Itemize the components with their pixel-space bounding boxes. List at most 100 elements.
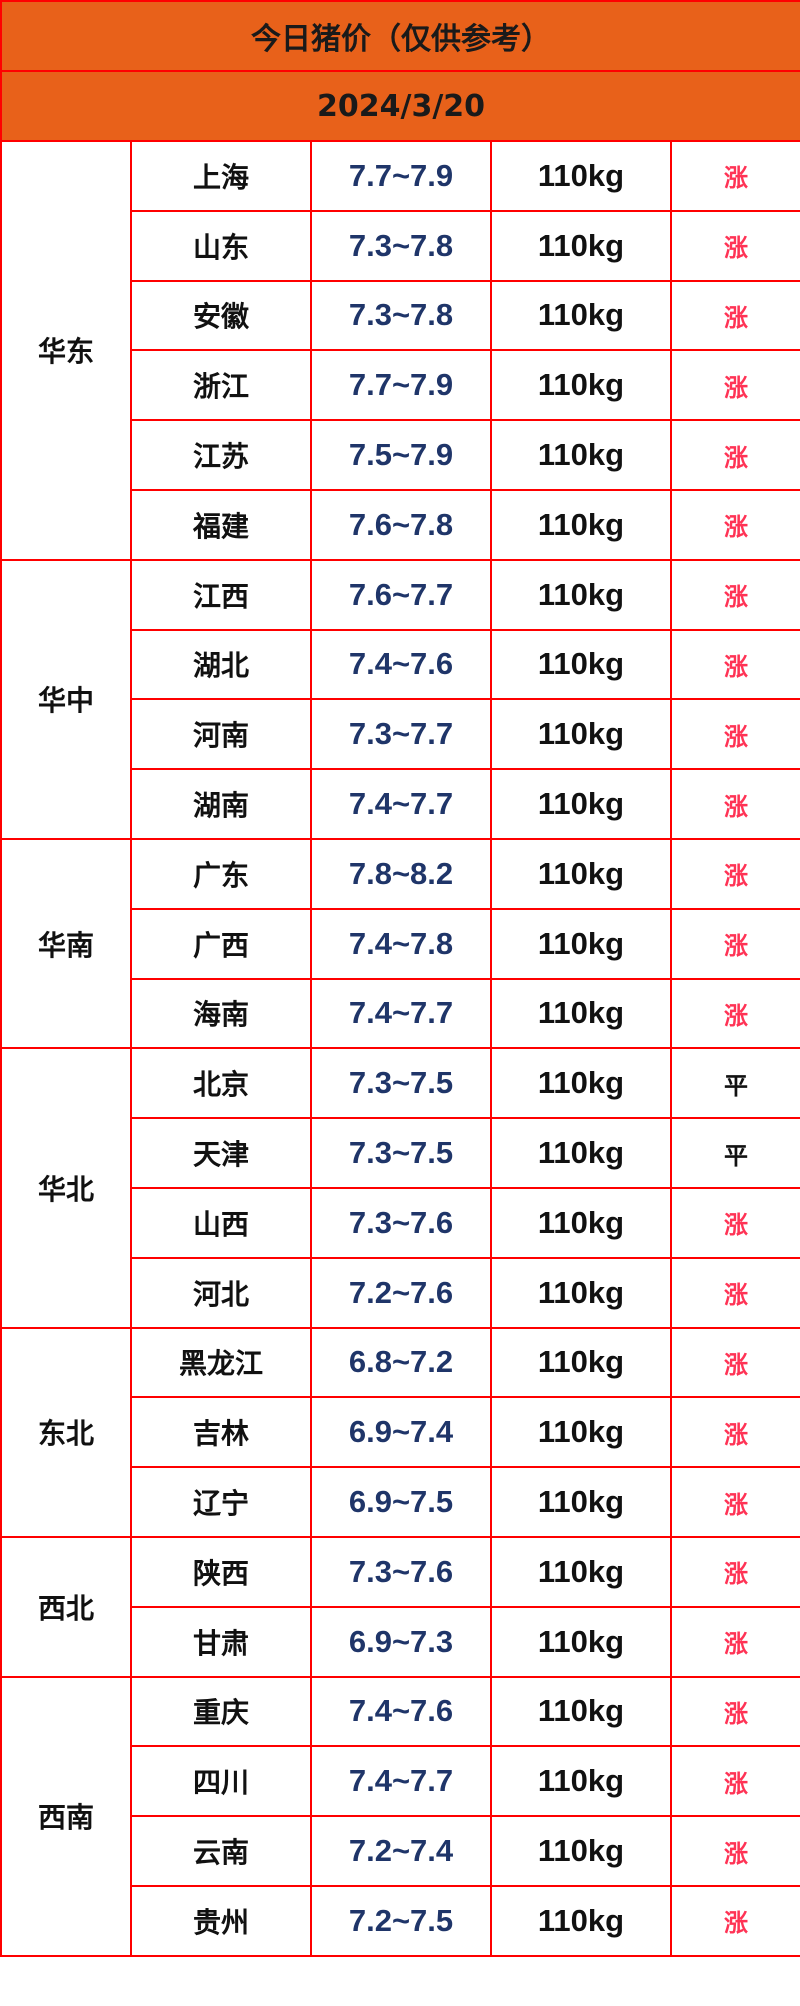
province-cell: 浙江 [130, 349, 312, 422]
weight-cell: 110kg [490, 1605, 672, 1678]
price-cell: 7.3~7.5 [310, 1117, 492, 1189]
region-cell: 华中 [0, 558, 132, 840]
table-row: 西北 陕西 7.3~7.6 110kg 涨 [0, 1535, 800, 1678]
table-row: 河南 7.3~7.7 110kg 涨 [1, 698, 800, 771]
trend-cell: 涨 [669, 628, 800, 701]
page-title: 今日猪价（仅供参考） [0, 0, 800, 72]
trend-cell: 涨 [669, 1815, 800, 1887]
province-cell: 北京 [130, 1047, 312, 1120]
province-cell: 四川 [130, 1745, 312, 1818]
price-cell: 7.4~7.8 [310, 907, 492, 980]
province-cell: 天津 [130, 1117, 312, 1189]
weight-cell: 110kg [490, 1815, 672, 1887]
weight-cell: 110kg [490, 768, 672, 840]
table-row: 山西 7.3~7.6 110kg 涨 [1, 1186, 800, 1259]
weight-cell: 110kg [490, 628, 672, 701]
table-row: 安徽 7.3~7.8 110kg 涨 [1, 279, 800, 352]
table-row: 贵州 7.2~7.5 110kg 涨 [1, 1884, 800, 1957]
table-row: 华南 广东 7.8~8.2 110kg 涨 [0, 837, 800, 1050]
province-cell: 山西 [130, 1186, 312, 1259]
trend-cell: 涨 [669, 1186, 800, 1259]
weight-cell: 110kg [490, 419, 672, 491]
price-cell: 7.3~7.7 [310, 698, 492, 771]
price-cell: 7.8~8.2 [310, 837, 492, 910]
trend-cell: 涨 [669, 1605, 800, 1678]
table-row: 江苏 7.5~7.9 110kg 涨 [1, 419, 800, 491]
price-cell: 7.4~7.7 [310, 977, 492, 1050]
province-cell: 河南 [130, 698, 312, 771]
province-cell: 湖北 [130, 628, 312, 701]
weight-cell: 110kg [490, 349, 672, 422]
province-cell: 贵州 [130, 1884, 312, 1957]
region-cell: 华北 [0, 1047, 132, 1329]
trend-cell: 涨 [669, 419, 800, 491]
table-row: 云南 7.2~7.4 110kg 涨 [1, 1815, 800, 1887]
price-cell: 6.9~7.3 [310, 1605, 492, 1678]
table-row: 浙江 7.7~7.9 110kg 涨 [1, 349, 800, 422]
price-cell: 7.6~7.8 [310, 488, 492, 561]
trend-cell: 涨 [669, 1675, 800, 1748]
table-row: 四川 7.4~7.7 110kg 涨 [1, 1745, 800, 1818]
province-cell: 上海 [130, 140, 312, 212]
region-cell: 华东 [0, 140, 132, 561]
weight-cell: 110kg [490, 1117, 672, 1189]
trend-cell: 涨 [669, 1745, 800, 1818]
title-row: 今日猪价（仅供参考） [0, 0, 800, 72]
table-row: 河北 7.2~7.6 110kg 涨 [1, 1256, 800, 1329]
region-cell: 华南 [0, 837, 132, 1050]
weight-cell: 110kg [490, 907, 672, 980]
table-row: 吉林 6.9~7.4 110kg 涨 [1, 1396, 800, 1469]
region-cell: 西北 [0, 1535, 132, 1678]
trend-cell: 涨 [669, 209, 800, 282]
table-row: 华东 上海 7.7~7.9 110kg 涨 [0, 140, 800, 561]
trend-cell: 涨 [669, 488, 800, 561]
trend-cell: 涨 [669, 558, 800, 631]
price-cell: 7.2~7.6 [310, 1256, 492, 1329]
table-row: 山东 7.3~7.8 110kg 涨 [1, 209, 800, 282]
province-cell: 广西 [130, 907, 312, 980]
weight-cell: 110kg [490, 1396, 672, 1469]
table-row: 湖北 7.4~7.6 110kg 涨 [1, 628, 800, 701]
province-cell: 甘肃 [130, 1605, 312, 1678]
price-cell: 7.3~7.6 [310, 1535, 492, 1608]
table-row: 湖南 7.4~7.7 110kg 涨 [1, 768, 800, 840]
weight-cell: 110kg [490, 1326, 672, 1399]
province-cell: 湖南 [130, 768, 312, 840]
trend-cell: 涨 [669, 907, 800, 980]
province-cell: 海南 [130, 977, 312, 1050]
trend-cell: 涨 [669, 768, 800, 840]
trend-cell: 涨 [669, 1535, 800, 1608]
weight-cell: 110kg [490, 1884, 672, 1957]
table-row: 海南 7.4~7.7 110kg 涨 [1, 977, 800, 1050]
price-cell: 7.7~7.9 [310, 349, 492, 422]
weight-cell: 110kg [490, 1745, 672, 1818]
province-cell: 河北 [130, 1256, 312, 1329]
weight-cell: 110kg [490, 209, 672, 282]
weight-cell: 110kg [490, 698, 672, 771]
weight-cell: 110kg [490, 1047, 672, 1120]
trend-cell: 涨 [669, 1326, 800, 1399]
table-row: 东北 黑龙江 6.8~7.2 110kg 涨 [0, 1326, 800, 1538]
trend-cell: 平 [669, 1117, 800, 1189]
trend-cell: 涨 [669, 698, 800, 771]
table-row: 天津 7.3~7.5 110kg 平 [1, 1117, 800, 1189]
province-cell: 吉林 [130, 1396, 312, 1469]
trend-cell: 涨 [669, 1466, 800, 1538]
weight-cell: 110kg [490, 977, 672, 1050]
trend-cell: 涨 [669, 837, 800, 910]
province-cell: 黑龙江 [130, 1326, 312, 1399]
trend-cell: 涨 [669, 140, 800, 212]
weight-cell: 110kg [490, 837, 672, 910]
trend-cell: 涨 [669, 977, 800, 1050]
table-row: 华北 北京 7.3~7.5 110kg 平 [0, 1047, 800, 1329]
province-cell: 江苏 [130, 419, 312, 491]
weight-cell: 110kg [490, 558, 672, 631]
weight-cell: 110kg [490, 279, 672, 352]
trend-cell: 涨 [669, 349, 800, 422]
province-cell: 福建 [130, 488, 312, 561]
price-cell: 7.5~7.9 [310, 419, 492, 491]
price-cell: 7.3~7.8 [310, 279, 492, 352]
weight-cell: 110kg [490, 1535, 672, 1608]
province-cell: 云南 [130, 1815, 312, 1887]
region-cell: 西南 [0, 1675, 132, 1957]
